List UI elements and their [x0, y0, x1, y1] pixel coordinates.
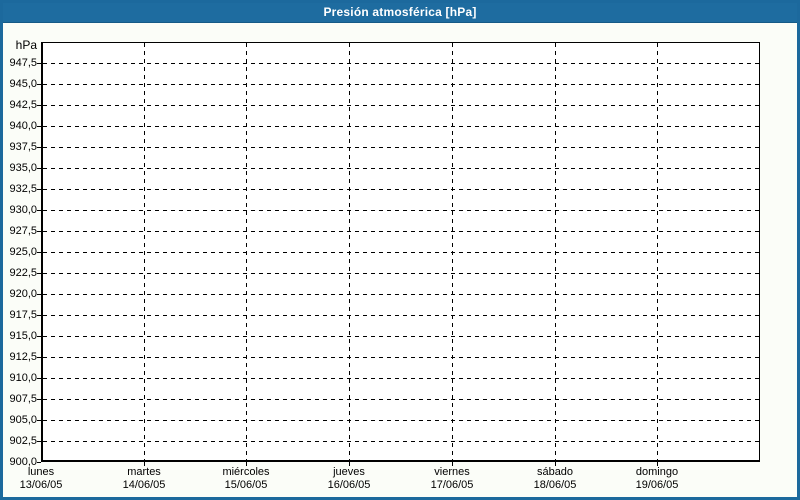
- x-axis-day-name: jueves: [333, 466, 365, 478]
- horizontal-gridline: [43, 273, 759, 274]
- x-axis-tick: [657, 462, 658, 466]
- vertical-gridline: [144, 43, 145, 460]
- y-axis-tick: [37, 441, 41, 442]
- y-axis-tick-label: 945,0: [9, 78, 37, 90]
- y-axis-unit-label: hPa: [15, 38, 37, 52]
- vertical-gridline: [452, 43, 453, 460]
- horizontal-gridline: [43, 252, 759, 253]
- horizontal-gridline: [43, 126, 759, 127]
- y-axis-tick: [37, 399, 41, 400]
- horizontal-gridline: [43, 231, 759, 232]
- y-axis-tick-label: 910,0: [9, 372, 37, 384]
- x-axis-date: 15/06/05: [224, 479, 268, 491]
- y-axis-tick-label: 925,0: [9, 246, 37, 258]
- y-axis-tick: [37, 252, 41, 253]
- x-axis-tick: [349, 462, 350, 466]
- horizontal-gridline: [43, 378, 759, 379]
- y-axis-tick: [37, 147, 41, 148]
- y-axis-tick: [37, 273, 41, 274]
- vertical-gridline: [349, 43, 350, 460]
- horizontal-gridline: [43, 189, 759, 190]
- y-axis-tick-label: 900,0: [9, 456, 37, 468]
- horizontal-gridline: [43, 420, 759, 421]
- x-axis-tick: [555, 462, 556, 466]
- y-axis-tick: [37, 189, 41, 190]
- y-axis-tick-label: 932,5: [9, 183, 37, 195]
- y-axis-tick: [37, 294, 41, 295]
- x-axis-day-name: martes: [127, 466, 161, 478]
- y-axis-tick: [37, 168, 41, 169]
- x-axis-day-name: sábado: [536, 466, 574, 478]
- x-axis-date: 13/06/05: [19, 479, 63, 491]
- y-axis-tick-label: 917,5: [9, 309, 37, 321]
- y-axis-tick-label: 912,5: [9, 351, 37, 363]
- y-axis-tick: [37, 462, 41, 463]
- x-axis-tick: [246, 462, 247, 466]
- chart-title-bar: Presión atmosférica [hPa]: [3, 3, 797, 23]
- y-axis-tick: [37, 210, 41, 211]
- x-axis-day-label: martes 14/06/05: [92, 466, 196, 492]
- y-axis-tick-label: 905,0: [9, 414, 37, 426]
- y-axis-tick-label: 922,5: [9, 267, 37, 279]
- x-axis-date: 19/06/05: [635, 479, 679, 491]
- y-axis-tick-label: 920,0: [9, 288, 37, 300]
- y-axis-tick-label: 902,5: [9, 435, 37, 447]
- horizontal-gridline: [43, 105, 759, 106]
- horizontal-gridline: [43, 168, 759, 169]
- chart-title: Presión atmosférica [hPa]: [323, 5, 477, 19]
- x-axis-tick: [452, 462, 453, 466]
- y-axis-tick: [37, 231, 41, 232]
- x-axis-day-name: miércoles: [222, 466, 270, 478]
- horizontal-gridline: [43, 357, 759, 358]
- x-axis-day-label: miércoles 15/06/05: [194, 466, 298, 492]
- x-axis-day-label: sábado 18/06/05: [503, 466, 607, 492]
- x-axis-day-name: domingo: [635, 466, 679, 478]
- x-axis-date: 14/06/05: [122, 479, 166, 491]
- x-axis-day-name: viernes: [434, 466, 470, 478]
- x-axis-tick: [144, 462, 145, 466]
- y-axis-tick-label: 940,0: [9, 120, 37, 132]
- y-axis-tick: [37, 126, 41, 127]
- x-axis-day-label: domingo 19/06/05: [605, 466, 709, 492]
- y-axis-tick: [37, 105, 41, 106]
- y-axis-tick: [37, 315, 41, 316]
- y-axis-tick: [37, 378, 41, 379]
- horizontal-gridline: [43, 63, 759, 64]
- y-axis-tick-label: 935,0: [9, 162, 37, 174]
- vertical-gridline: [555, 43, 556, 460]
- y-axis-tick: [37, 84, 41, 85]
- x-axis-day-label: viernes 17/06/05: [400, 466, 504, 492]
- y-axis-tick-label: 947,5: [9, 57, 37, 69]
- horizontal-gridline: [43, 210, 759, 211]
- y-axis-tick-label: 942,5: [9, 99, 37, 111]
- vertical-gridline: [246, 43, 247, 460]
- horizontal-gridline: [43, 294, 759, 295]
- y-axis-tick-label: 927,5: [9, 225, 37, 237]
- horizontal-gridline: [43, 315, 759, 316]
- horizontal-gridline: [43, 147, 759, 148]
- vertical-gridline: [657, 43, 658, 460]
- x-axis-day-name: lunes: [27, 466, 55, 478]
- y-axis-tick: [37, 63, 41, 64]
- y-axis-tick-label: 937,5: [9, 141, 37, 153]
- horizontal-gridline: [43, 441, 759, 442]
- x-axis-date: 17/06/05: [430, 479, 474, 491]
- horizontal-gridline: [43, 336, 759, 337]
- y-axis-tick-label: 907,5: [9, 393, 37, 405]
- x-axis-day-label: jueves 16/06/05: [297, 466, 401, 492]
- y-axis-tick: [37, 357, 41, 358]
- x-axis-date: 18/06/05: [533, 479, 577, 491]
- x-axis-date: 16/06/05: [327, 479, 371, 491]
- x-axis-day-label: lunes 13/06/05: [3, 466, 93, 492]
- y-axis-tick: [37, 420, 41, 421]
- y-axis-tick: [37, 336, 41, 337]
- y-axis-tick-label: 915,0: [9, 330, 37, 342]
- y-axis-tick-label: 930,0: [9, 204, 37, 216]
- horizontal-gridline: [43, 84, 759, 85]
- horizontal-gridline: [43, 399, 759, 400]
